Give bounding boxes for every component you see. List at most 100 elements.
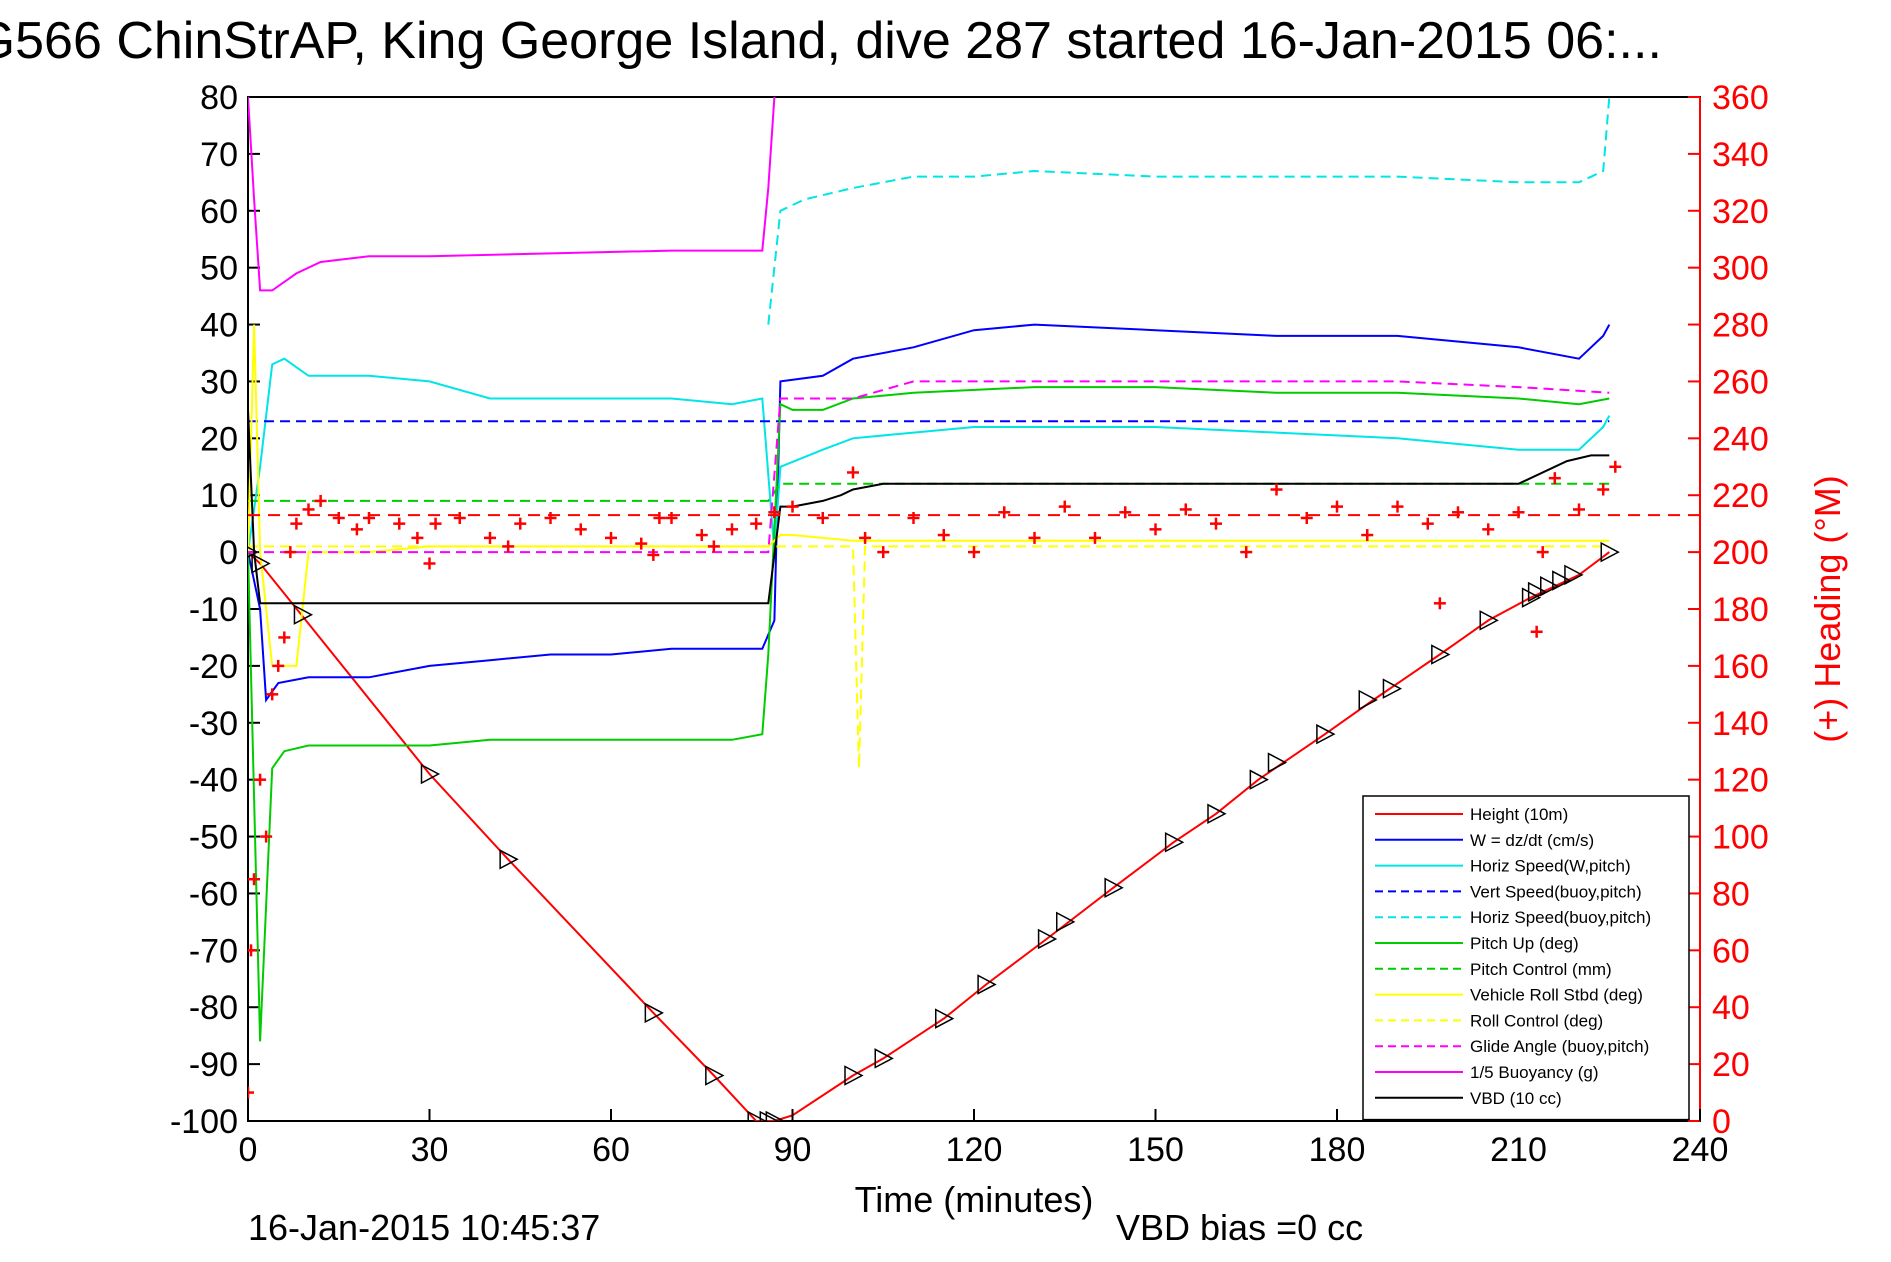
heading-point-5: [266, 688, 279, 701]
heading-point-34: [768, 506, 781, 519]
heading-point-44: [1028, 531, 1041, 544]
right-tick-label-13: 100: [1712, 819, 1769, 857]
left-tick-label-18: -100: [170, 1103, 238, 1141]
heading-point-35: [786, 500, 799, 513]
heading-point-12: [332, 511, 345, 524]
left-tick-label-9: -10: [189, 591, 238, 629]
right-tick-label-7: 220: [1712, 477, 1769, 515]
heading-point-47: [1119, 506, 1132, 519]
triangle-marker-18: [1207, 803, 1227, 825]
left-tick-label-12: -40: [189, 762, 238, 800]
heading-point-6: [272, 659, 285, 672]
triangle-marker-14: [1037, 928, 1058, 950]
left-ticks: 80 70 60 50 40 30 20 10 0 -10 -20 -30 -40 -50 -60 -70 -8…: [170, 79, 238, 1141]
left-tick-label-2: 60: [200, 193, 238, 231]
heading-point-9: [290, 517, 303, 530]
right-tick-label-15: 60: [1712, 932, 1750, 970]
heading-point-61: [1512, 506, 1525, 519]
triangle-marker-28: [1540, 575, 1560, 597]
heading-point-3: [254, 773, 267, 786]
right-tick-label-6: 240: [1712, 420, 1769, 458]
heading-point-58: [1433, 597, 1446, 610]
series-line-9: [248, 380, 1610, 554]
heading-point-46: [1089, 531, 1101, 544]
series-line-4: [767, 97, 1611, 325]
legend-label-8: Roll Control (deg): [1470, 1011, 1603, 1030]
triangle-marker-10: [844, 1065, 864, 1086]
left-tick-label-3: 50: [200, 250, 238, 288]
triangle-marker-17: [1164, 831, 1185, 853]
left-tick-label-4: 40: [200, 307, 238, 345]
left-tick-label-0: 80: [200, 79, 238, 117]
heading-point-50: [1210, 517, 1222, 530]
heading-point-54: [1331, 500, 1343, 513]
x-ticks: 0 30 60 90 120 150 180 210 240: [239, 1109, 1728, 1169]
heading-point-43: [998, 506, 1011, 519]
heading-point-4: [260, 830, 273, 843]
heading-point-56: [1391, 500, 1404, 513]
series-layer: [248, 97, 1611, 1121]
triangle-marker-0: [248, 546, 259, 558]
x-tick-label-5: 150: [1127, 1131, 1184, 1169]
x-tick-label-0: 0: [239, 1131, 258, 1169]
heading-point-53: [1300, 511, 1313, 524]
triangle-marker-22: [1358, 689, 1378, 711]
heading-point-30: [695, 529, 708, 542]
right-tick-label-10: 160: [1712, 648, 1769, 686]
heading-point-62: [1530, 625, 1543, 638]
left-tick-label-17: -90: [189, 1046, 238, 1084]
triangle-marker-6: [705, 1065, 725, 1086]
right-tick-label-4: 280: [1712, 307, 1769, 345]
triangle-marker-3: [420, 763, 441, 785]
x-axis-label: Time (minutes): [855, 1179, 1094, 1220]
heading-point-16: [411, 531, 424, 544]
heading-point-49: [1179, 503, 1192, 516]
right-tick-label-0: 360: [1712, 79, 1769, 117]
triangle-marker-9: [765, 1110, 785, 1121]
heading-point-8: [284, 546, 297, 559]
triangle-marker-7: [747, 1110, 767, 1121]
right-tick-label-8: 200: [1712, 534, 1769, 572]
triangle-marker-23: [1382, 678, 1403, 699]
heading-point-11: [314, 494, 327, 507]
heading-point-28: [653, 511, 666, 524]
series-line-8: [248, 545, 1610, 769]
x-tick-label-7: 210: [1490, 1131, 1547, 1169]
left-tick-label-5: 30: [200, 363, 238, 401]
heading-point-48: [1149, 523, 1162, 536]
legend-label-6: Pitch Control (mm): [1470, 960, 1612, 979]
legend-label-4: Horiz Speed(buoy,pitch): [1470, 908, 1651, 927]
footer-timestamp: 16-Jan-2015 10:45:37: [248, 1207, 600, 1248]
legend-label-0: Height (10m): [1470, 805, 1568, 824]
left-tick-label-10: -20: [189, 648, 238, 686]
heading-point-41: [937, 529, 950, 542]
triangle-marker-4: [499, 849, 519, 870]
triangle-marker-11: [874, 1048, 894, 1069]
left-tick-label-16: -80: [189, 989, 238, 1027]
left-tick-label-1: 70: [200, 136, 238, 174]
heading-point-13: [350, 523, 363, 536]
legend-label-2: Horiz Speed(W,pitch): [1470, 857, 1631, 876]
x-tick-label-1: 30: [411, 1131, 449, 1169]
heading-point-26: [635, 537, 648, 550]
heading-point-51: [1240, 546, 1253, 559]
heading-point-63: [1536, 546, 1549, 559]
series-line-1: [248, 323, 1611, 703]
heading-point-10: [302, 503, 315, 516]
heading-point-55: [1361, 529, 1374, 542]
series-line-10: [248, 97, 776, 292]
heading-point-21: [502, 540, 515, 553]
heading-point-2: [248, 873, 261, 886]
right-tick-label-1: 340: [1712, 136, 1769, 174]
triangle-marker-25: [1479, 610, 1499, 631]
right-tick-label-5: 260: [1712, 363, 1769, 401]
heading-point-15: [393, 517, 406, 530]
triangle-marker-27: [1527, 581, 1548, 603]
left-tick-label-11: -30: [189, 705, 238, 743]
heading-point-24: [574, 523, 587, 536]
triangle-marker-24: [1431, 644, 1451, 665]
heading-point-32: [726, 523, 738, 536]
right-tick-label-18: 0: [1712, 1103, 1731, 1141]
heading-point-1: [248, 944, 258, 957]
